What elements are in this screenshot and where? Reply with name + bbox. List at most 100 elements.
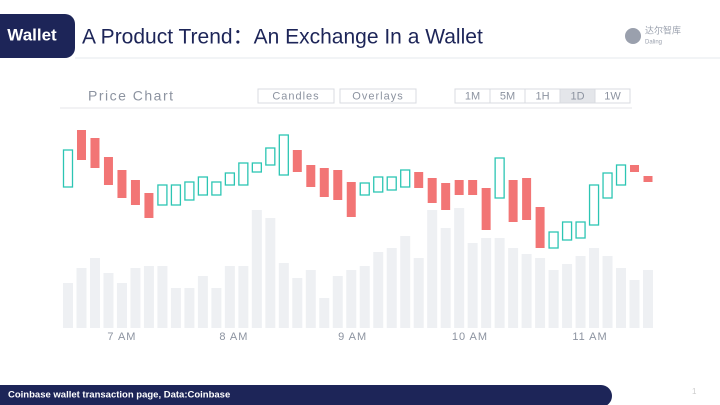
candle-body [265,147,276,166]
volume-bar [305,270,316,328]
volume-bar [494,238,505,328]
candle-body [643,176,653,182]
volume-bar [103,273,114,328]
volume-bar [211,288,222,328]
interval-button[interactable] [594,88,631,104]
candle-body [197,176,209,196]
volume-bar [359,266,370,328]
candle-body [76,130,86,160]
slide-title: A Product Trend：An Exchange In a Wallet [82,26,483,49]
candle-body [144,193,154,218]
candle-body [602,172,613,199]
volume-bar [116,283,127,328]
volume-bar [76,268,87,328]
candle-body [427,178,437,203]
volume-bar [292,278,303,328]
volume-bar [575,256,586,328]
interval-label: 5M [500,90,515,102]
candle-body [62,149,74,188]
candle-body [359,182,370,196]
volume-bar [400,236,411,328]
interval-label: 1W [604,90,621,102]
candle-body [386,176,397,191]
volume-bar [332,276,343,328]
x-tick-label: 9 AM [338,331,367,343]
volume-bar [184,288,195,328]
interval-label: 1H [535,90,549,102]
candle-body [224,172,236,186]
volume-bar [616,268,627,328]
candle-body [588,184,600,226]
candle-body [373,176,384,193]
volume-bar [157,266,168,328]
x-tick-label: 11 AM [572,331,607,343]
volume-bar [265,218,276,328]
volume-bar [481,238,492,328]
control-label: Overlays [352,90,403,102]
logo-icon [625,28,641,44]
footer-bar [0,385,612,405]
volume-bar [197,276,208,328]
volume-bar [427,210,438,328]
candle-body [454,180,464,195]
chart-title: Price Chart [88,88,175,104]
volume-bar [521,254,532,328]
candle-body [306,165,316,187]
candle-body [468,180,478,195]
candle-body [292,150,302,172]
interval-label: 1D [570,90,584,102]
candle-body [170,184,182,206]
volume-bar [440,228,451,328]
candle-body [481,188,491,230]
x-tick-label: 8 AM [219,331,248,343]
candle-body [414,172,424,188]
volume-bar [562,264,573,328]
volume-bar [386,248,397,328]
candle-body [494,157,505,199]
volume-bar [373,252,384,328]
page-number: 1 [692,387,697,396]
candle-body [441,183,451,210]
candle-body [319,168,329,197]
volume-bar [535,258,546,328]
candle-body [117,170,127,198]
volume-bar [643,270,653,328]
candle-body [508,180,518,222]
candle-body [278,134,289,176]
candle-body [615,164,627,186]
candle-body [333,170,343,200]
candle-body [251,162,262,173]
control-button[interactable] [339,88,417,104]
volume-bar [143,266,154,328]
candle-body [630,165,640,172]
x-tick-label: 10 AM [452,331,488,343]
candle-body [561,221,573,241]
logo-name: 达尔智库 [645,24,681,35]
tag: Wallet [7,25,57,44]
volume-bar [238,266,249,328]
candle-body [548,231,559,249]
volume-bar [548,270,559,328]
volume-bar [454,208,465,328]
logo-sub: Daling [645,40,662,46]
tag-box [0,14,75,58]
candle-body [90,138,100,168]
candle-body [535,207,545,248]
volume-bar [89,258,100,328]
candle-body [103,157,113,185]
volume-bar [224,266,235,328]
candle-body [346,182,356,217]
volume-bar [602,256,613,328]
x-tick-label: 7 AM [107,331,136,343]
volume-bar [319,298,330,328]
candle-body [238,162,249,186]
candle-body [575,221,586,239]
volume-bar [413,258,424,328]
candle-body [130,180,140,205]
volume-bar [589,248,600,328]
candle-body [157,184,168,206]
footer: Coinbase wallet transaction page, Data:C… [8,390,230,401]
candle-body [211,181,222,196]
control-button[interactable] [257,88,335,104]
